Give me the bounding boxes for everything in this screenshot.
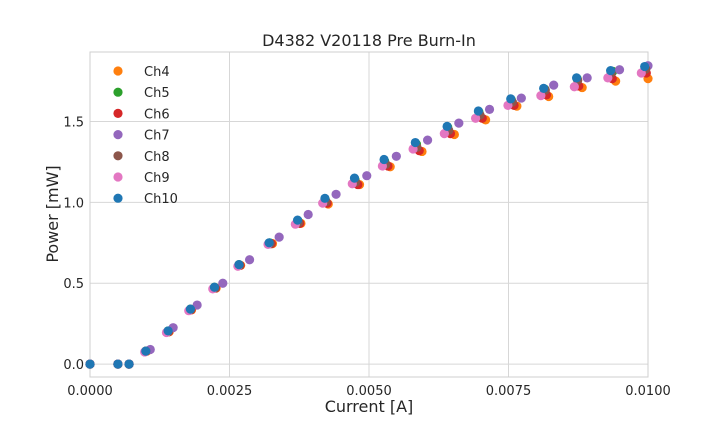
data-point-ch10 [85,359,95,369]
plot-frame [89,51,649,378]
data-point-ch10 [113,359,123,369]
legend-label-ch9: Ch9 [144,171,170,186]
grid-lines [89,52,649,377]
x-tick-label: 0.0050 [346,384,392,399]
data-point-ch10 [571,73,582,83]
data-point-ch10 [410,137,420,148]
data-point-ch10 [124,359,134,369]
y-tick-label: 0.5 [63,277,84,292]
legend-marker-ch10 [113,193,123,203]
data-point-ch7 [218,278,228,288]
data-point-ch10 [442,121,452,131]
legend-marker-ch9 [113,172,123,182]
y-tick-label: 1.0 [63,196,84,211]
legend-label-ch5: Ch5 [144,86,170,101]
data-point-ch7 [362,171,372,181]
data-point-ch7 [454,118,464,128]
data-point-ch10 [506,94,516,104]
data-point-ch7 [614,65,625,75]
data-point-ch7 [274,232,284,242]
data-point-ch9 [439,129,449,139]
x-tick-label: 0.0025 [207,384,253,399]
data-point-ch10 [640,61,650,72]
data-point-ch7 [391,151,401,161]
legend-label-ch8: Ch8 [144,150,170,165]
legend-marker-ch7 [113,130,123,140]
data-point-ch10 [209,282,220,292]
data-point-ch10 [606,65,616,76]
data-point-ch10 [163,326,173,336]
x-axis-label: Current [A] [325,397,414,416]
y-tick-label: 0.0 [63,358,84,373]
data-point-ch9 [569,82,579,92]
legend-marker-ch5 [113,87,123,97]
x-tick-label: 0.0000 [67,384,113,399]
data-point-ch7 [331,189,341,199]
data-point-ch7 [516,93,526,103]
legend-label-ch4: Ch4 [144,65,170,80]
y-axis-label: Power [mW] [43,165,62,262]
data-points [85,61,653,369]
data-point-ch7 [422,135,433,145]
legend: Ch4 Ch5 Ch6 Ch7 Ch8 Ch9 Ch10 [113,65,178,207]
data-point-ch10 [349,173,360,183]
legend-label-ch6: Ch6 [144,107,170,122]
data-point-ch7 [484,104,495,115]
legend-label-ch10: Ch10 [144,192,178,207]
data-point-ch10 [185,304,196,314]
legend-marker-ch8 [113,151,123,161]
data-point-ch10 [539,83,549,93]
legend-label-ch7: Ch7 [144,129,170,144]
y-tick-label: 1.5 [63,116,84,131]
legend-marker-ch4 [113,66,123,76]
data-point-ch10 [379,154,389,165]
data-point-ch7 [244,255,255,265]
data-point-ch9 [603,73,613,83]
data-point-ch10 [264,238,274,248]
data-point-ch10 [234,260,244,270]
x-tick-label: 0.0100 [625,384,671,399]
x-tick-label: 0.0075 [486,384,532,399]
data-point-ch10 [320,193,330,203]
legend-marker-ch6 [113,108,123,118]
x-tick-labels: 0.0000 0.0025 0.0050 0.0075 0.0100 [67,384,671,399]
y-tick-labels: 0.0 0.5 1.0 1.5 [63,116,84,374]
data-point-ch10 [292,215,303,225]
chart-title: D4382 V20118 Pre Burn-In [262,31,476,50]
data-point-ch7 [303,209,313,220]
data-point-ch9 [470,113,481,123]
data-point-ch10 [473,106,483,116]
data-point-ch7 [192,300,202,310]
data-point-ch7 [582,73,592,83]
data-point-ch9 [536,91,546,101]
data-point-ch10 [141,346,151,356]
data-point-ch7 [549,80,559,90]
